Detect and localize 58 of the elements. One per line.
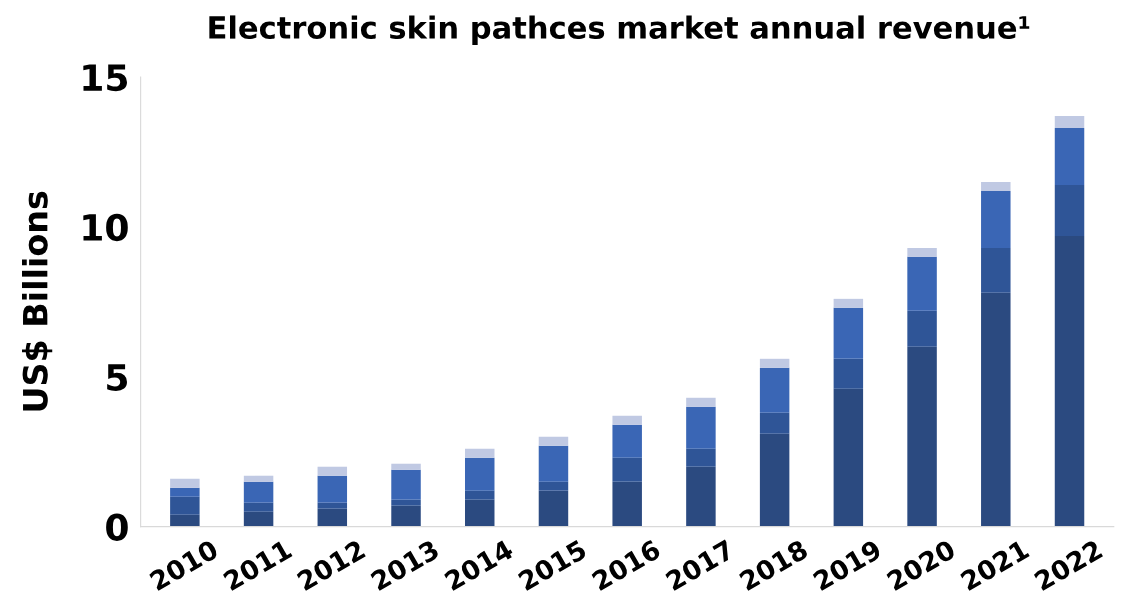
- bar: [465, 499, 495, 527]
- bar: [981, 247, 1011, 293]
- bar: [1054, 127, 1085, 185]
- bar: [317, 466, 348, 476]
- bar: [243, 511, 274, 527]
- bar: [243, 475, 274, 482]
- bar: [465, 457, 495, 491]
- bar: [243, 502, 274, 512]
- bar: [538, 436, 569, 446]
- bar: [538, 481, 569, 491]
- y-tick-label: 10: [83, 213, 128, 242]
- bar: [170, 496, 200, 515]
- bar: [907, 247, 937, 257]
- bar: [612, 457, 642, 482]
- bar: [686, 406, 716, 449]
- bar: [981, 190, 1011, 248]
- bar: [317, 475, 348, 503]
- bar: [612, 415, 642, 425]
- bar: [243, 481, 274, 503]
- bar: [1054, 115, 1085, 128]
- bar: [465, 490, 495, 500]
- y-tick-label: 0: [106, 513, 128, 541]
- bar: [1054, 235, 1085, 527]
- chart-title: Electronic skin pathces market annual revenue¹: [209, 15, 1030, 45]
- bar: [391, 469, 421, 500]
- bar: [686, 466, 716, 527]
- bar: [833, 298, 864, 308]
- bar: [981, 292, 1011, 527]
- bar: [907, 310, 937, 347]
- bar: [317, 508, 348, 527]
- bar: [538, 445, 569, 482]
- bar: [833, 388, 864, 527]
- bar: [170, 487, 200, 497]
- bar: [1054, 184, 1085, 236]
- y-axis-title: US$ Billions: [22, 191, 53, 411]
- bar: [317, 502, 348, 509]
- bar: [538, 490, 569, 527]
- bar: [907, 256, 937, 311]
- bar: [686, 397, 716, 407]
- bar: [170, 514, 200, 527]
- bar: [759, 358, 790, 368]
- bar: [907, 346, 937, 527]
- bar: [833, 358, 864, 389]
- bar: [170, 478, 200, 488]
- bar: [759, 367, 790, 413]
- bar: [391, 499, 421, 506]
- bar: [612, 424, 642, 458]
- bar: [833, 307, 864, 359]
- bar: [759, 433, 790, 527]
- bar: [391, 505, 421, 527]
- y-tick-label: 15: [83, 64, 127, 92]
- bar: [759, 412, 790, 434]
- bar: [981, 181, 1011, 191]
- bar: [391, 463, 421, 470]
- y-tick-label: 5: [107, 364, 127, 392]
- bar: [465, 448, 495, 458]
- bar: [686, 448, 716, 467]
- bar: [612, 481, 642, 527]
